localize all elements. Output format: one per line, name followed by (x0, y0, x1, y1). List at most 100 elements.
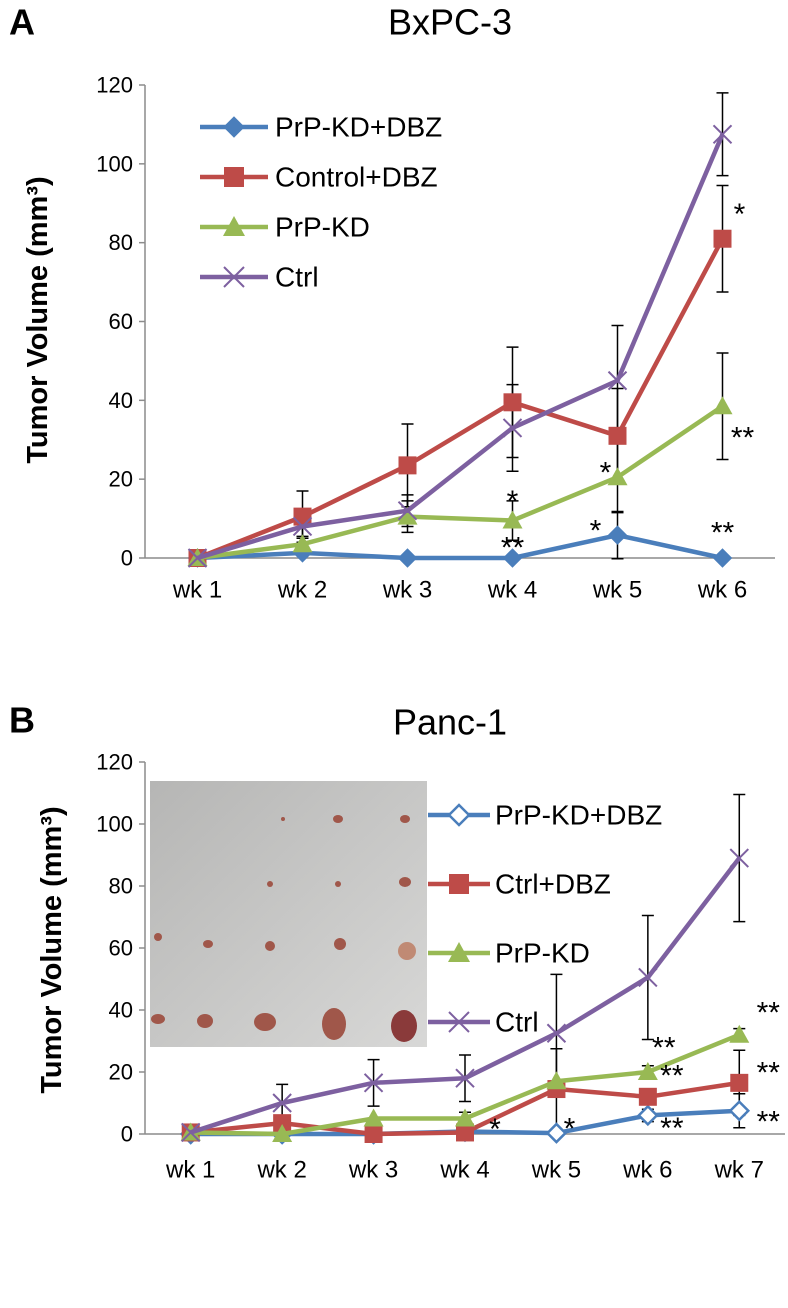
x-tick-label: wk 4 (487, 577, 537, 604)
significance-mark: ** (757, 1105, 781, 1138)
marker (503, 393, 522, 412)
marker (363, 1073, 384, 1093)
marker (181, 1122, 201, 1143)
marker (272, 1093, 292, 1113)
marker (729, 848, 749, 868)
marker (607, 370, 628, 391)
significance-mark: ** (731, 422, 755, 455)
series-line (197, 404, 724, 561)
y-tick-label: 20 (109, 467, 133, 492)
x-tick-label: wk 4 (439, 1157, 489, 1184)
marker (607, 525, 628, 545)
x-tick-label: wk 1 (165, 1157, 215, 1184)
legend-marker (223, 266, 245, 288)
marker (397, 500, 418, 521)
legend-label: Ctrl (275, 262, 319, 293)
legend-label: PrP-KD+DBZ (495, 800, 662, 831)
chart-title: BxPC-3 (388, 2, 512, 43)
marker (728, 1099, 751, 1122)
y-tick-label: 40 (109, 388, 133, 413)
x-tick-label: wk 2 (256, 1157, 306, 1184)
marker (292, 534, 313, 553)
marker (187, 548, 208, 568)
marker (455, 1068, 475, 1088)
x-tick-label: wk 7 (714, 1157, 764, 1184)
legend-label: PrP-KD+DBZ (275, 112, 442, 143)
marker (545, 1122, 568, 1144)
legend-marker (448, 942, 470, 962)
significance-mark: ** (652, 1032, 676, 1065)
marker (502, 548, 523, 568)
legend-label: Control+DBZ (275, 162, 438, 193)
x-tick-label: wk 6 (622, 1157, 672, 1184)
marker (272, 1124, 293, 1142)
x-tick-label: wk 5 (531, 1157, 581, 1184)
legend-label: PrP-KD (495, 938, 590, 969)
marker (455, 1108, 475, 1127)
y-tick-label: 100 (96, 151, 133, 176)
legend-label: Ctrl (495, 1007, 539, 1038)
marker (638, 1087, 657, 1106)
y-axis-label: Tumor Volume (mm³) (22, 176, 54, 463)
significance-mark: ** (660, 1059, 684, 1092)
marker (398, 456, 417, 475)
chart-title: Panc-1 (393, 702, 507, 743)
marker (607, 467, 628, 486)
significance-mark: ** (757, 1056, 781, 1089)
marker (397, 506, 418, 525)
y-tick-label: 40 (109, 998, 133, 1023)
marker (546, 1071, 567, 1090)
significance-mark: * (600, 457, 612, 490)
marker (608, 426, 627, 445)
marker (712, 396, 733, 415)
y-tick-label: 80 (109, 874, 133, 899)
significance-mark: ** (757, 996, 781, 1029)
y-tick-label: 80 (109, 230, 133, 255)
marker (456, 1123, 474, 1142)
x-tick-label: wk 1 (172, 577, 222, 604)
significance-mark: * (734, 198, 746, 231)
y-tick-label: 0 (121, 546, 133, 571)
significance-mark: ** (711, 517, 735, 550)
significance-mark: * (507, 485, 519, 518)
significance-mark: ** (501, 532, 525, 565)
legend-marker (224, 167, 244, 187)
legend-label: PrP-KD (275, 212, 370, 243)
series-line (197, 532, 723, 561)
legend-marker (223, 116, 245, 138)
y-tick-label: 0 (121, 1122, 133, 1147)
marker (637, 1062, 658, 1080)
marker (729, 1024, 750, 1043)
series-line (196, 237, 725, 561)
marker (292, 516, 313, 537)
marker (546, 1023, 567, 1043)
y-axis-label: Tumor Volume (mm³) (36, 806, 68, 1093)
marker (273, 1114, 292, 1133)
legend-label: Ctrl+DBZ (495, 869, 611, 900)
marker (502, 510, 523, 529)
y-tick-label: 20 (109, 1060, 133, 1085)
marker (712, 124, 733, 144)
x-tick-label: wk 3 (348, 1157, 398, 1184)
marker (293, 507, 312, 526)
significance-mark: * (564, 1113, 576, 1146)
legend-marker (223, 216, 245, 236)
marker (637, 1104, 659, 1127)
marker (502, 418, 523, 438)
y-tick-label: 120 (96, 750, 133, 775)
series-line (196, 133, 725, 561)
y-tick-label: 60 (109, 936, 133, 961)
marker (712, 548, 733, 568)
panel-label: B (9, 700, 35, 741)
marker (638, 967, 658, 988)
x-tick-label: wk 6 (697, 577, 747, 604)
x-tick-label: wk 3 (382, 577, 432, 604)
x-tick-label: wk 2 (277, 577, 327, 604)
significance-mark: * (489, 1113, 501, 1146)
marker (364, 1125, 383, 1143)
marker (730, 1073, 749, 1092)
legend-marker (449, 874, 469, 894)
y-tick-label: 120 (96, 73, 133, 98)
inset-photo (150, 781, 427, 1047)
